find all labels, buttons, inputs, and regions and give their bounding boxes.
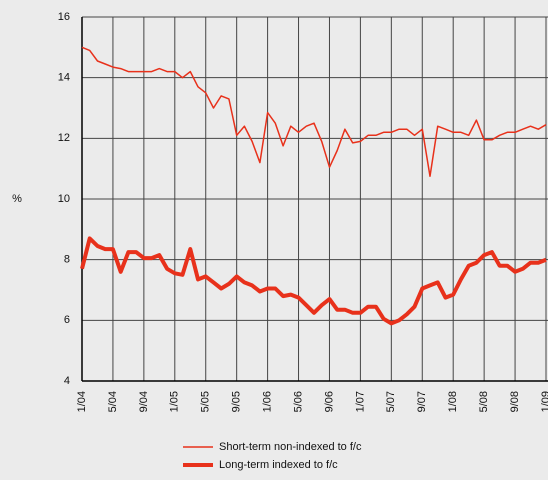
y-tick-label: 16: [58, 11, 70, 23]
series-line: [80, 236, 547, 326]
y-tick-label: 12: [58, 132, 70, 144]
x-tick-label: 1/04: [76, 391, 88, 412]
x-tick-label: 5/06: [292, 391, 304, 412]
series-line: [81, 46, 547, 178]
x-tick-label: 9/08: [509, 391, 521, 412]
y-tick-label: 14: [58, 72, 70, 84]
x-tick-label: 9/04: [138, 391, 150, 412]
legend-label: Short-term non-indexed to f/c: [219, 441, 362, 453]
x-tick-label: 5/04: [107, 391, 119, 412]
x-tick-label: 1/08: [447, 391, 459, 412]
x-tick-label: 9/06: [323, 391, 335, 412]
x-tick-label: 1/07: [354, 391, 366, 412]
x-tick-label: 9/05: [231, 391, 243, 412]
x-tick-label: 1/09: [540, 391, 548, 412]
y-tick-label: 4: [64, 375, 70, 387]
x-tick-label: 9/07: [416, 391, 428, 412]
y-tick-label: 6: [64, 314, 70, 326]
legend-label: Long-term indexed to f/c: [219, 459, 338, 471]
y-axis-label: %: [12, 193, 22, 205]
y-tick-label: 8: [64, 254, 70, 266]
y-tick-label: 10: [58, 193, 70, 205]
x-tick-label: 5/08: [478, 391, 490, 412]
x-tick-label: 1/05: [169, 391, 181, 412]
x-tick-label: 5/05: [200, 391, 212, 412]
x-tick-label: 5/07: [385, 391, 397, 412]
x-tick-label: 1/06: [262, 391, 274, 412]
